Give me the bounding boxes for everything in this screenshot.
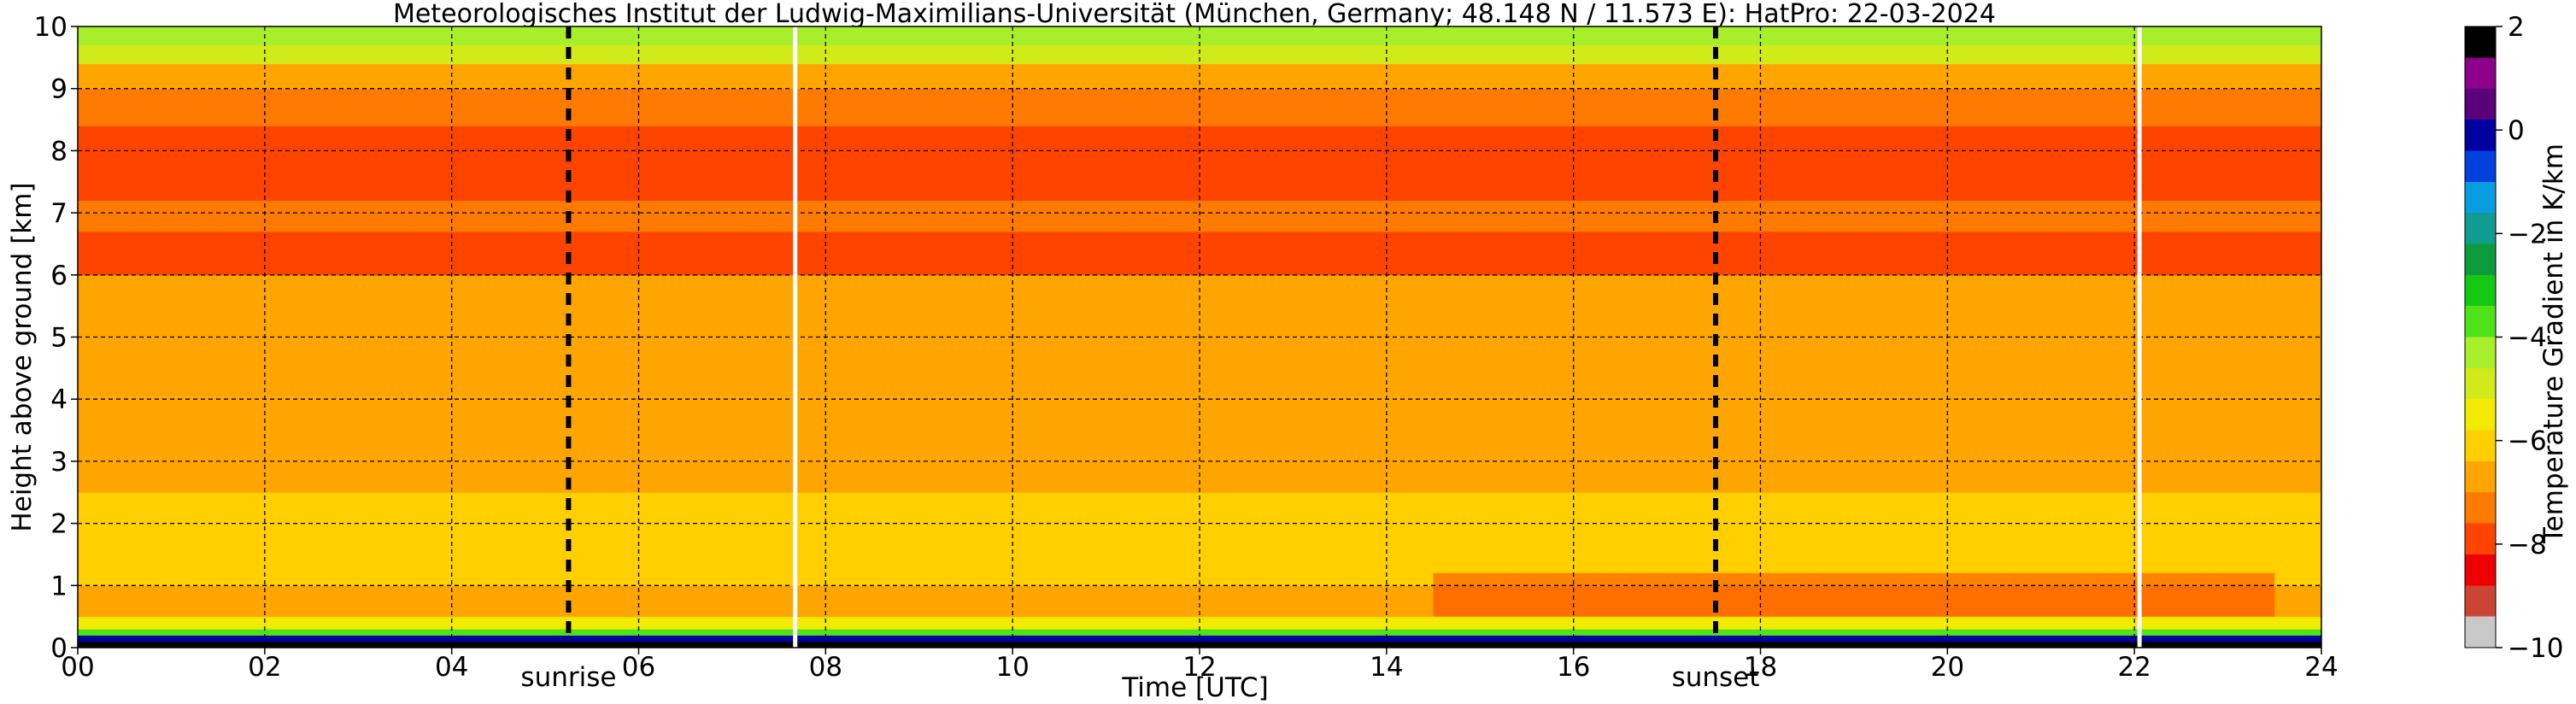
x-tick-label: 00 (61, 652, 94, 683)
x-tick-label: 02 (248, 652, 281, 683)
y-axis-label: Height above ground [km] (7, 182, 38, 531)
x-tick-label: 22 (2117, 652, 2151, 683)
x-tick-label: 08 (809, 652, 842, 683)
colorbar-scale (2464, 26, 2497, 648)
colorbar-tick-label: 0 (2508, 115, 2525, 146)
gradient-band (78, 635, 2321, 642)
sun-label: sunset (1672, 662, 1760, 693)
y-tick-label: 6 (50, 261, 67, 291)
chart-title: Meteorologisches Institut der Ludwig-Max… (393, 0, 1996, 29)
y-tick-label: 8 (50, 136, 67, 167)
grid-lines (78, 26, 2321, 648)
colorbar-tick-label: −8 (2508, 530, 2547, 560)
gradient-band (78, 492, 2321, 586)
sun-annotations: sunrise sunset (520, 662, 1759, 693)
data-gaps (793, 26, 2142, 648)
sun-lines (566, 26, 1718, 648)
colorbar-label: Temperature Gradient in K/km (2538, 144, 2569, 544)
y-tick-label: 10 (34, 12, 67, 43)
x-axis-label: Time [UTC] (1121, 672, 1268, 703)
y-axis: 0 1 2 3 4 5 6 7 8 9 10 (34, 12, 78, 664)
colorbar-tick-label: 2 (2508, 12, 2525, 43)
x-tick-label: 24 (2304, 652, 2338, 683)
x-axis: 00 02 04 06 08 10 12 14 16 18 20 22 24 (61, 648, 2338, 683)
x-tick-label: 20 (1931, 652, 1964, 683)
heatmap-plot (77, 26, 2322, 648)
y-tick-label: 7 (50, 198, 67, 229)
colorbar-tick-label: −6 (2508, 426, 2547, 457)
x-tick-label: 04 (435, 652, 468, 683)
colorbar-tick-label: −10 (2508, 633, 2563, 664)
data-gap (2137, 26, 2142, 648)
data-gap (793, 26, 798, 648)
x-tick-label: 14 (1370, 652, 1403, 683)
y-tick-label: 2 (50, 509, 67, 540)
sun-label: sunrise (520, 662, 616, 693)
gradient-band (78, 629, 2321, 636)
x-tick-label: 12 (1182, 652, 1216, 683)
y-tick-label: 1 (50, 571, 67, 601)
x-tick-label: 18 (1744, 652, 1777, 683)
y-tick-label: 3 (50, 447, 67, 478)
y-tick-label: 9 (50, 74, 67, 105)
afternoon-boundary-layer (1433, 572, 2275, 617)
colorbar: −10 −8 −6 −4 −2 0 2 Temperature Gradient in K/… (2464, 12, 2569, 664)
y-tick-label: 0 (50, 633, 67, 664)
colorbar-tick-label: −4 (2508, 323, 2547, 354)
y-tick-label: 4 (50, 384, 67, 415)
y-tick-label: 5 (50, 323, 67, 354)
x-tick-label: 06 (622, 652, 655, 683)
colorbar-tick-label: −2 (2508, 219, 2547, 249)
x-tick-label: 10 (995, 652, 1029, 683)
x-tick-label: 16 (1557, 652, 1590, 683)
colorbar-ticks: −10 −8 −6 −4 −2 0 2 (2496, 12, 2563, 664)
